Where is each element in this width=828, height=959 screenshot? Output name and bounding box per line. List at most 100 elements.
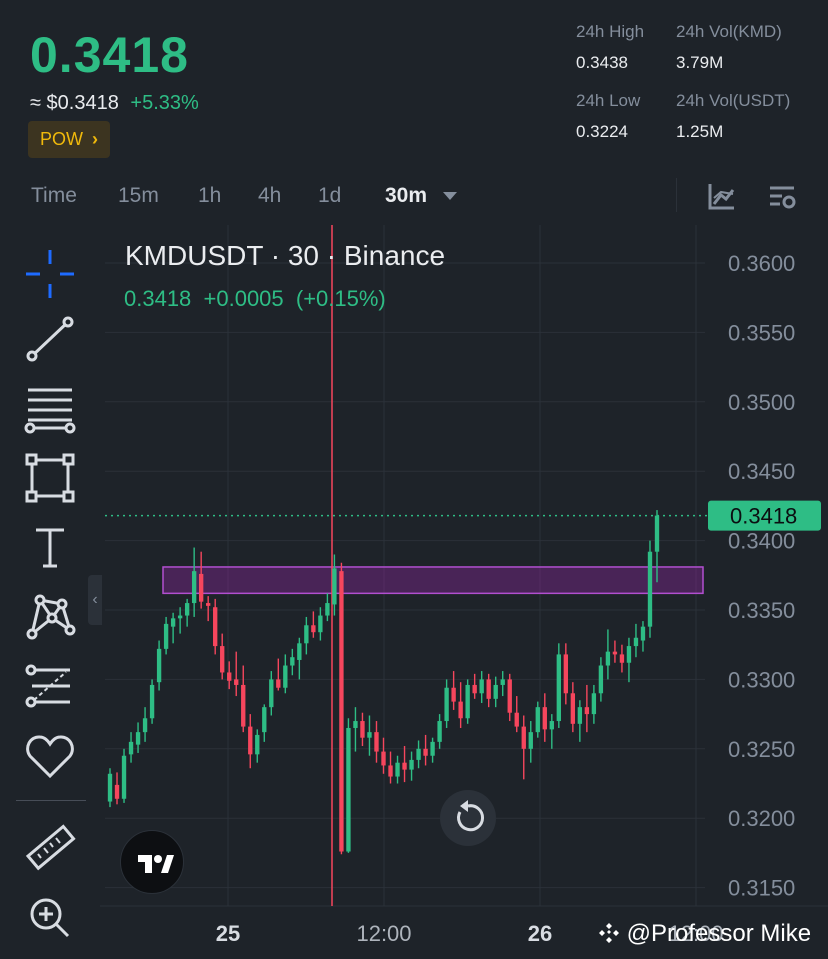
y-axis-tick-label: 0.3450 [728, 459, 795, 484]
candle-body [241, 684, 246, 727]
chart-settings-icon[interactable] [766, 180, 798, 212]
vol-kmd-value: 3.79M [676, 53, 724, 72]
vol-usdt-label: 24h Vol(USDT) [676, 91, 791, 110]
tab-divider [676, 178, 677, 212]
candle-body [191, 571, 197, 604]
text-tool[interactable] [22, 520, 78, 576]
candle-body [612, 651, 618, 655]
candle-body [570, 693, 576, 724]
forecast-tool[interactable] [22, 658, 78, 714]
candle-body [507, 679, 512, 713]
candle-body [563, 654, 569, 694]
candle-body [430, 741, 435, 756]
tab-15m[interactable]: 15m [118, 184, 159, 207]
favorites-tool[interactable] [22, 728, 78, 784]
candle-body [423, 748, 428, 756]
candle-body [556, 654, 561, 722]
candle-body [135, 732, 141, 745]
candle-body [388, 765, 393, 777]
usd-price-line: ≈ $0.3418 +5.33% [30, 92, 199, 115]
fib-tool[interactable] [22, 382, 78, 438]
x-axis-tick-label: 26 [528, 921, 552, 946]
candle-body [332, 568, 337, 605]
candle-body [163, 623, 169, 649]
candle-body [318, 615, 323, 633]
candle-body [121, 755, 127, 799]
candle-body [142, 718, 148, 733]
candle-body [107, 773, 113, 802]
rectangle-tool[interactable] [22, 450, 78, 506]
candle-body [437, 721, 442, 742]
candle-body [584, 707, 590, 715]
candle-body [339, 571, 344, 852]
reset-chart-button[interactable] [440, 790, 496, 846]
candle-body [486, 679, 491, 699]
candle-body [227, 672, 232, 681]
tab-1h[interactable]: 1h [198, 184, 222, 207]
collapse-toolbar-button[interactable]: ‹ [88, 575, 102, 625]
y-axis-tick-label: 0.3600 [728, 251, 795, 276]
ticker-header: 0.3418 ≈ $0.3418 +5.33% POW › 24h High 0… [0, 0, 828, 170]
tab-4h[interactable]: 4h [258, 184, 282, 207]
candle-body [177, 615, 183, 619]
candle-body [206, 603, 211, 606]
candle-body [290, 657, 295, 666]
zoom-tool[interactable] [22, 890, 78, 946]
y-axis-tick-label: 0.3250 [728, 737, 795, 762]
candle-body [234, 679, 239, 685]
fib-retracement-icon [24, 388, 76, 434]
candle-body [128, 741, 134, 755]
candle-body [184, 603, 190, 616]
forecast-icon [25, 664, 70, 708]
candle-body [297, 643, 302, 660]
candle-body [381, 751, 386, 766]
candle-body [500, 679, 505, 685]
y-axis-tick-label: 0.3150 [728, 876, 795, 901]
candle-body [472, 684, 477, 694]
candle-body [360, 721, 365, 738]
candle-body [409, 759, 414, 770]
binance-logo-icon [599, 923, 619, 943]
tab-time[interactable]: Time [31, 184, 77, 207]
candle-body [353, 721, 358, 728]
watermark-text: @Professor Mike [626, 920, 812, 947]
trend-line-tool[interactable] [22, 312, 78, 368]
x-axis-tick-label: 12:00 [356, 921, 411, 946]
candle-body [640, 626, 646, 641]
candle-body [479, 679, 484, 694]
candle-body [535, 707, 540, 733]
chart-legend-title: KMDUSDT · 30 · Binance [125, 240, 446, 271]
low-value: 0.3224 [576, 122, 628, 141]
candle-body [465, 684, 470, 719]
watermark: @Professor Mike [598, 920, 811, 948]
tradingview-logo-button[interactable] [120, 830, 184, 894]
candle-body [444, 687, 449, 722]
candle-body [633, 637, 639, 647]
favorite-heart-icon [26, 735, 74, 779]
tradingview-logo-icon [138, 855, 174, 873]
pow-tag-button[interactable]: POW › [28, 121, 111, 158]
crosshair-icon [26, 250, 74, 298]
tab-1d[interactable]: 1d [318, 184, 342, 207]
candle-body [269, 679, 274, 708]
candlestick-chart[interactable]: 0.3600 0.3550 0.3500 0.3450 0.3400 0.3350 0.33… [0, 222, 828, 959]
vol-usdt-value: 1.25M [676, 122, 724, 141]
candle-body [654, 515, 660, 552]
crosshair-tool[interactable] [22, 246, 78, 302]
tab-30m-dropdown[interactable]: 30m [385, 184, 459, 208]
current-price-label: 0.3418 [730, 504, 797, 529]
candle-body [591, 693, 597, 715]
indicator-chart-icon[interactable] [706, 180, 738, 212]
candle-body [619, 654, 625, 663]
ruler-tool[interactable] [22, 820, 78, 876]
pattern-tool[interactable] [22, 588, 78, 644]
chevron-left-icon: ‹ [92, 591, 98, 608]
current-price-tag [708, 500, 821, 531]
vol-kmd-label: 24h Vol(KMD) [676, 22, 782, 41]
low-label: 24h Low [576, 91, 641, 110]
candle-body [304, 625, 309, 644]
candle-body [549, 721, 554, 730]
candle-body [395, 762, 400, 777]
candle-body [248, 726, 253, 755]
candle-body [220, 646, 225, 673]
